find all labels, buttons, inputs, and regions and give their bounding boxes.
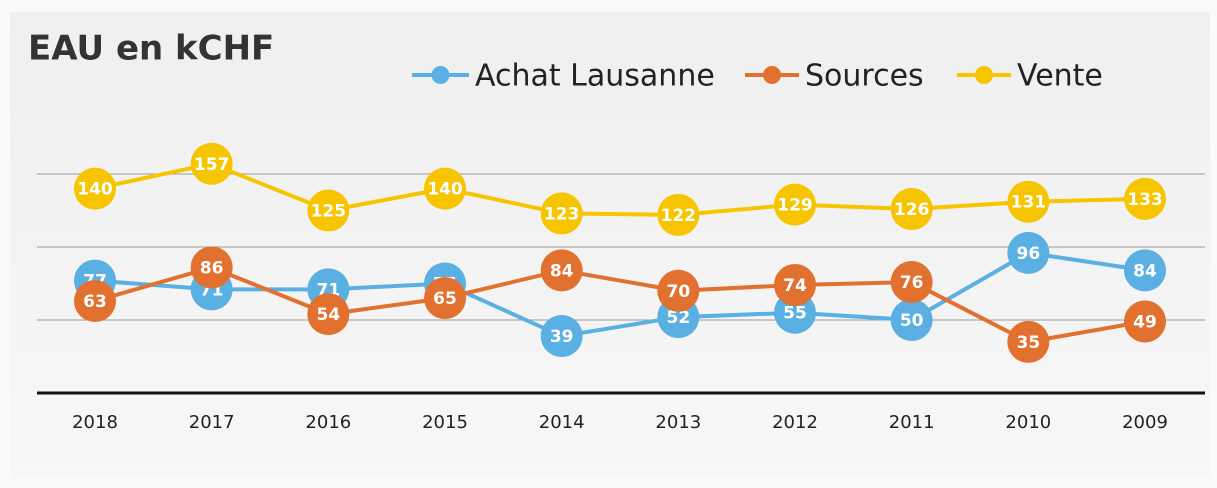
- data-label: 52: [666, 308, 690, 328]
- data-point: [307, 293, 350, 336]
- data-label: 76: [900, 273, 924, 293]
- x-tick-label: 2015: [422, 412, 468, 433]
- data-point: [424, 277, 466, 320]
- chart-title: EAU en kCHF: [28, 29, 274, 69]
- data-label: 74: [783, 276, 807, 296]
- data-label: 157: [194, 155, 230, 175]
- data-label: 70: [666, 282, 690, 302]
- x-tick-label: 2012: [772, 412, 818, 433]
- data-point: [1007, 320, 1050, 363]
- x-tick-label: 2014: [539, 412, 585, 433]
- data-point: [540, 249, 583, 292]
- legend-marker: [763, 66, 781, 84]
- data-point: [190, 142, 233, 185]
- series-line: [94, 161, 1146, 217]
- data-point: [657, 269, 700, 312]
- data-label: 86: [200, 258, 224, 278]
- x-tick-label: 2011: [889, 412, 935, 433]
- data-label: 140: [427, 180, 463, 200]
- data-label: 123: [544, 204, 580, 224]
- data-label: 49: [1133, 312, 1157, 332]
- legend-marker: [975, 66, 993, 84]
- data-label: 126: [894, 200, 930, 220]
- x-tick-label: 2016: [305, 412, 351, 433]
- data-point: [774, 183, 816, 226]
- data-point: [1007, 231, 1050, 274]
- legend-marker: [431, 66, 450, 84]
- data-label: 96: [1016, 244, 1040, 264]
- data-point: [890, 188, 933, 231]
- data-label: 54: [316, 305, 340, 325]
- data-label: 140: [77, 180, 113, 200]
- data-label: 63: [83, 292, 107, 312]
- data-label: 55: [783, 304, 807, 324]
- legend-label: Vente: [1017, 59, 1103, 94]
- x-tick-label: 2010: [1005, 412, 1051, 433]
- data-label: 125: [311, 202, 347, 222]
- series-line: [94, 265, 1146, 344]
- data-point: [1124, 300, 1166, 343]
- x-tick-label: 2013: [655, 412, 701, 433]
- data-point: [74, 167, 116, 210]
- data-label: 129: [777, 196, 813, 216]
- x-tick-label: 2017: [189, 412, 235, 433]
- legend-label: Sources: [805, 59, 924, 94]
- data-point: [774, 263, 816, 306]
- data-point: [657, 193, 700, 236]
- data-point: [424, 167, 466, 210]
- legend-label: Achat Lausanne: [475, 59, 715, 94]
- data-point: [540, 192, 583, 235]
- data-label: 65: [433, 289, 457, 309]
- data-point: [190, 246, 233, 289]
- x-tick-label: 2018: [72, 412, 118, 433]
- data-label: 50: [900, 311, 924, 331]
- data-label: 84: [1133, 261, 1157, 281]
- data-label: 133: [1127, 190, 1163, 210]
- data-point: [307, 189, 350, 232]
- x-tick-label: 2009: [1122, 412, 1168, 433]
- data-point: [890, 261, 933, 304]
- data-label: 84: [550, 261, 574, 281]
- data-point: [1124, 177, 1166, 220]
- data-point: [1007, 180, 1050, 223]
- data-label: 122: [661, 206, 697, 226]
- data-label: 131: [1011, 193, 1047, 213]
- data-label: 39: [550, 327, 574, 347]
- data-point: [890, 299, 933, 341]
- data-point: [1124, 249, 1166, 292]
- data-label: 35: [1016, 333, 1040, 353]
- data-point: [540, 315, 583, 358]
- data-point: [74, 280, 116, 323]
